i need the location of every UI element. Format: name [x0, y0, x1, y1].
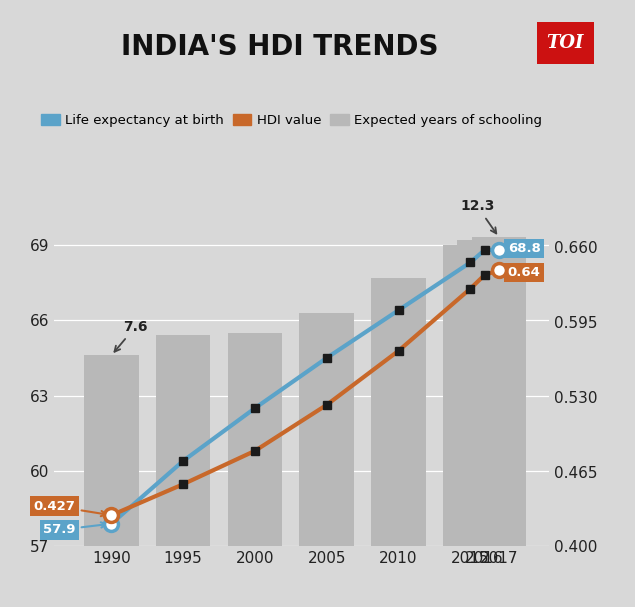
Text: INDIA'S HDI TRENDS: INDIA'S HDI TRENDS	[121, 33, 438, 61]
Bar	[156, 335, 210, 546]
Text: 0.64: 0.64	[501, 266, 540, 279]
Bar	[84, 356, 138, 546]
Bar	[300, 313, 354, 546]
Text: 57.9: 57.9	[43, 522, 106, 537]
Text: 7.6: 7.6	[114, 320, 147, 351]
Text: 12.3: 12.3	[460, 200, 497, 234]
Text: 0.427: 0.427	[34, 500, 106, 516]
Bar	[228, 333, 282, 546]
Bar	[457, 240, 512, 546]
Bar	[472, 237, 526, 546]
Text: TOI: TOI	[547, 34, 584, 52]
Text: 68.8: 68.8	[501, 242, 540, 255]
Legend: Life expectancy at birth, HDI value, Expected years of schooling: Life expectancy at birth, HDI value, Exp…	[36, 109, 547, 132]
Bar	[371, 277, 426, 546]
Bar	[443, 245, 498, 546]
